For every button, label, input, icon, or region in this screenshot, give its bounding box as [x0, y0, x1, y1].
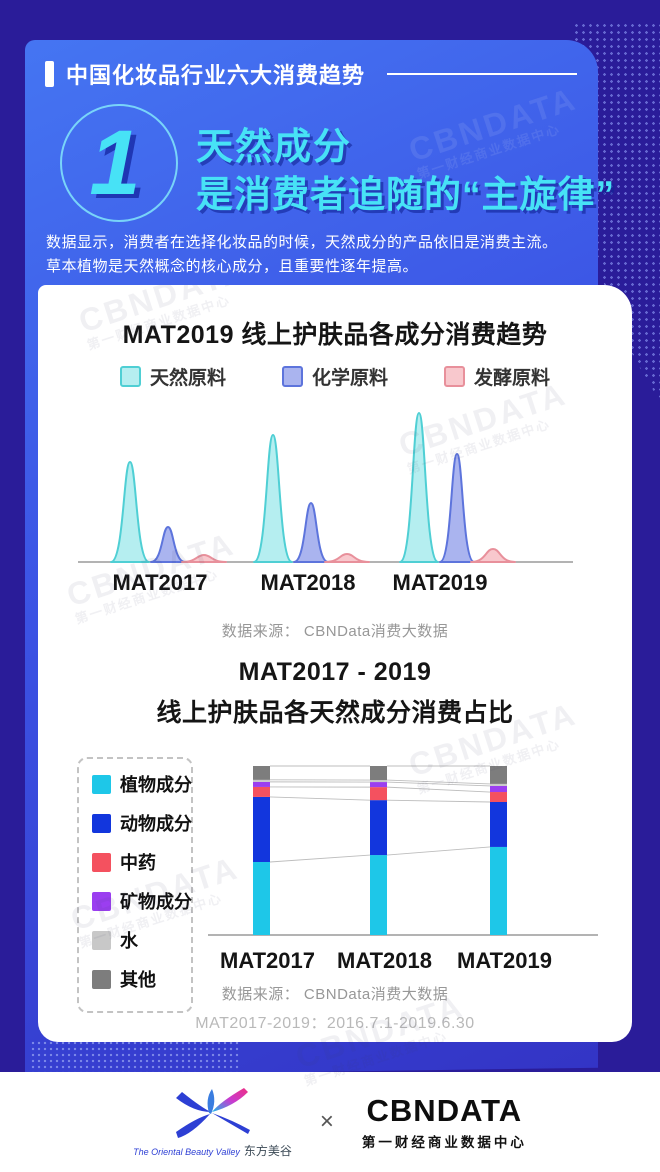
cbndata-logo: CBNDATA 第一财经商业数据中心: [362, 1093, 527, 1151]
stack-segment-植物成分-MAT2018: [370, 855, 387, 935]
oriental-beauty-valley-logo: The Oriental Beauty Valley 东方美谷: [133, 1086, 292, 1159]
legend-item-水: 水: [92, 927, 191, 953]
chart1-source: 数据来源： CBNData消费大数据: [221, 623, 449, 640]
legend-swatch-icon: [92, 930, 111, 950]
report-header: 中国化妆品行业六大消费趋势: [45, 58, 585, 90]
legend-item-动物成分: 动物成分: [92, 810, 192, 836]
trend-number-circle: 1: [60, 104, 178, 222]
legend-item-矿物成分: 矿物成分: [92, 888, 192, 914]
legend-swatch-icon: [92, 852, 111, 872]
legend-label: 化学原料: [311, 368, 388, 389]
trend-number: 1: [89, 111, 141, 214]
chart1-axis-label: MAT2019: [393, 570, 488, 595]
legend-label: 矿物成分: [120, 892, 192, 912]
peak-天然原料-MAT2018: [253, 434, 293, 563]
chart1-title: MAT2019 线上护肤品各成分消费趋势: [122, 321, 548, 349]
peak-发酵原料-MAT2017: [181, 554, 227, 563]
peak-发酵原料-MAT2018: [324, 553, 370, 563]
peak-化学原料-MAT2017: [150, 526, 186, 563]
legend-label: 天然原料: [149, 368, 226, 389]
legend-item-发酵原料: 发酵原料: [444, 363, 550, 390]
footer-brand-bar: The Oriental Beauty Valley 东方美谷 × CBNDATA…: [0, 1072, 660, 1172]
oriental-beauty-valley-mark-icon: [176, 1087, 251, 1138]
chart2-legend: 植物成分动物成分中药矿物成分水其他: [77, 757, 193, 1013]
collab-x-separator: ×: [319, 1108, 334, 1135]
oriental-beauty-valley-caption: The Oriental Beauty Valley 东方美谷: [133, 1143, 292, 1158]
stack-segment-中药-MAT2018: [370, 787, 387, 801]
stack-segment-水-MAT2018: [370, 780, 387, 783]
stack-segment-动物成分-MAT2019: [490, 801, 507, 847]
stack-segment-矿物成分-MAT2018: [370, 782, 387, 788]
header-rule-line: [387, 73, 577, 75]
peak-发酵原料-MAT2019: [470, 548, 516, 563]
legend-label: 其他: [120, 970, 156, 990]
legend-swatch-icon: [281, 366, 303, 387]
stack-segment-植物成分-MAT2017: [253, 861, 270, 935]
legend-item-中药: 中药: [92, 849, 191, 875]
stack-segment-动物成分-MAT2018: [370, 800, 387, 856]
legend-swatch-icon: [92, 891, 111, 911]
legend-swatch-icon: [119, 366, 141, 387]
legend-item-植物成分: 植物成分: [92, 771, 192, 797]
mat-period-note: MAT2017-2019：2016.7.1-2019.6.30: [195, 1015, 475, 1032]
legend-swatch-icon: [92, 774, 111, 794]
legend-item-天然原料: 天然原料: [119, 363, 226, 390]
report-series-title: 中国化妆品行业六大消费趋势: [66, 63, 366, 88]
stack-segment-其他-MAT2017: [253, 766, 270, 780]
legend-swatch-icon: [92, 813, 111, 833]
peak-天然原料-MAT2019: [399, 412, 439, 563]
stack-segment-水-MAT2017: [253, 779, 270, 782]
legend-label: 植物成分: [120, 775, 192, 795]
legend-label: 水: [120, 931, 138, 951]
chart1-legend: 天然原料 化学原料 发酵原料: [38, 363, 632, 390]
stack-segment-其他-MAT2019: [490, 766, 507, 784]
header-accent-bar: [45, 61, 54, 87]
cbndata-wordmark: CBNDATA: [366, 1093, 523, 1128]
chart2-axis-label: MAT2019: [457, 948, 552, 973]
chart2-axis-label: MAT2017: [220, 948, 315, 973]
legend-label: 发酵原料: [474, 368, 551, 389]
peak-化学原料-MAT2019: [439, 453, 475, 563]
stack-segment-植物成分-MAT2019: [490, 846, 507, 935]
legend-item-其他: 其他: [92, 966, 191, 992]
halftone-dots-decoration-bottom: [30, 1040, 240, 1074]
chart2-axis-label: MAT2018: [337, 948, 432, 973]
stack-segment-中药-MAT2017: [253, 786, 270, 797]
trend-description-line2: 草本植物是天然概念的核心成分，且重要性逐年提高。: [46, 258, 419, 275]
legend-label: 中药: [120, 853, 156, 873]
charts-card: CBNDATA 第一财经商业数据中心 CBNDATA 第一财经商业数据中心 CBND…: [38, 285, 632, 1042]
trend-description-line1: 数据显示，消费者在选择化妆品的时候，天然成分的产品依旧是消费主流。: [46, 234, 558, 251]
trend-title-line1: 天然成分: [196, 126, 352, 167]
peak-化学原料-MAT2018: [293, 502, 329, 563]
chart1-axis-label: MAT2017: [113, 570, 208, 595]
charts-canvas: MAT2017 MAT2018 MAT2019 MAT2017 MAT2018 MAT20…: [78, 412, 598, 973]
stack-segment-水-MAT2019: [490, 783, 507, 786]
stack-segment-矿物成分-MAT2019: [490, 785, 507, 793]
stack-segment-动物成分-MAT2017: [253, 796, 270, 862]
stack-segment-其他-MAT2018: [370, 766, 387, 781]
legend-swatch-icon: [92, 969, 111, 989]
legend-label: 动物成分: [120, 814, 192, 834]
chart2-title-line1: MAT2017 - 2019: [238, 658, 432, 686]
chart2-source: 数据来源： CBNData消费大数据: [221, 986, 449, 1003]
legend-item-化学原料: 化学原料: [281, 363, 388, 390]
trend-title-line2: 是消费者追随的“主旋律”: [196, 174, 615, 215]
legend-swatch-icon: [444, 366, 465, 387]
chart1-axis-label: MAT2018: [261, 570, 356, 595]
peak-天然原料-MAT2017: [110, 461, 150, 563]
chart2-title-line2: 线上护肤品各天然成分消费占比: [156, 699, 514, 727]
cbndata-tagline: 第一财经商业数据中心: [361, 1135, 527, 1150]
stack-segment-矿物成分-MAT2017: [253, 781, 270, 787]
stack-segment-中药-MAT2019: [490, 792, 507, 802]
